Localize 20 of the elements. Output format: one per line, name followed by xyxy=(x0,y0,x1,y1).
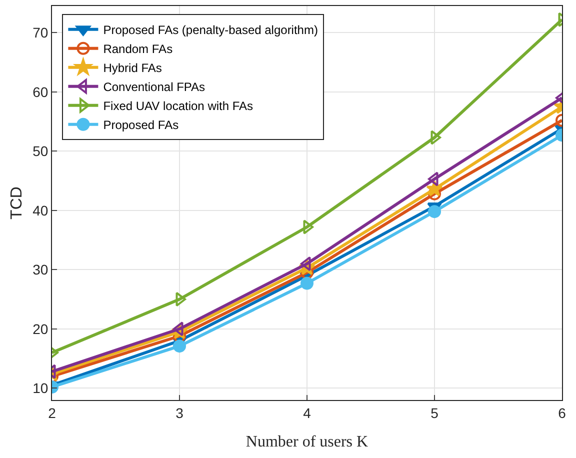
y-tick-label: 70 xyxy=(32,24,48,41)
y-tick-label: 30 xyxy=(32,262,48,278)
y-tick-label: 10 xyxy=(32,380,48,396)
y-tick-label: 20 xyxy=(32,320,48,337)
legend-label: Fixed UAV location with FAs xyxy=(103,99,254,114)
legend-label: Hybrid FAs xyxy=(103,61,162,76)
x-axis-title: Number of users K xyxy=(246,434,369,450)
legend-label: Random FAs xyxy=(103,42,173,56)
x-tick-label: 4 xyxy=(303,404,312,421)
legend-label: Proposed FAs xyxy=(103,118,179,132)
legend-label: Conventional FPAs xyxy=(103,80,206,94)
y-tick-label: 50 xyxy=(32,143,48,160)
x-tick-label: 2 xyxy=(48,404,56,421)
y-tick-label: 40 xyxy=(32,202,48,218)
x-tick-label: 5 xyxy=(430,404,439,421)
y-tick-label: 60 xyxy=(32,84,48,100)
legend-label: Proposed FAs (penalty-based algorithm) xyxy=(103,23,318,38)
x-tick-label: 6 xyxy=(558,404,566,421)
y-axis-title: TCD xyxy=(8,186,26,220)
x-tick-label: 3 xyxy=(176,404,184,421)
